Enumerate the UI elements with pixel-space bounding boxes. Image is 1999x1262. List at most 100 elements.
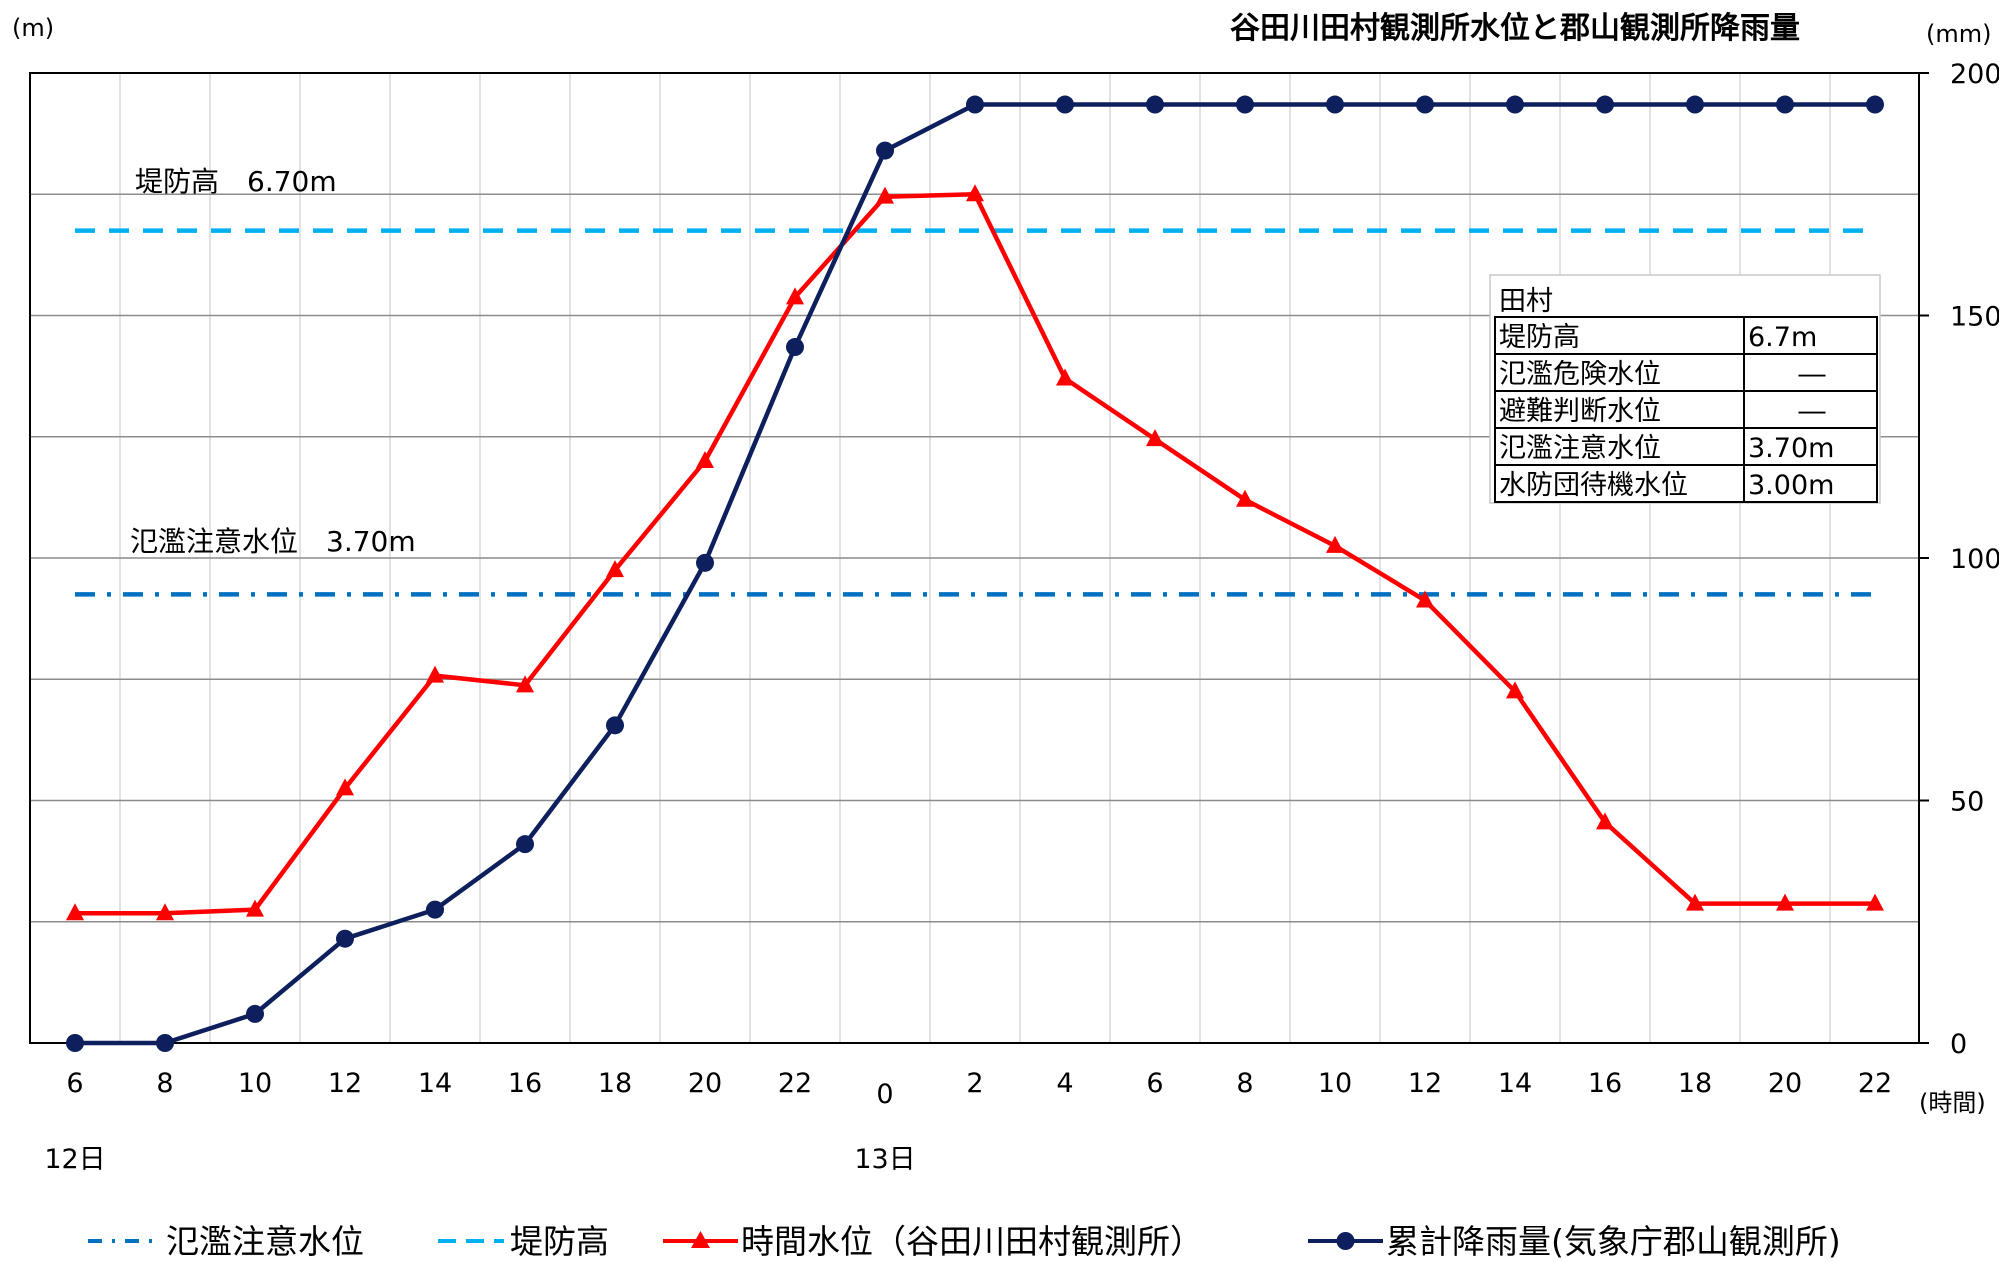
rainfall-point bbox=[336, 929, 354, 948]
x-axis-tick-label: 20 bbox=[688, 1068, 722, 1099]
table-row-label: 氾濫危険水位 bbox=[1499, 359, 1661, 390]
rainfall-point bbox=[1506, 95, 1524, 114]
water-level-point bbox=[1686, 893, 1704, 911]
water-level-point bbox=[156, 903, 174, 921]
legend-item-levee: 堤防高 bbox=[438, 1222, 609, 1261]
table-row-value: 3.70m bbox=[1748, 433, 1834, 464]
right-axis-tick-label: 100 bbox=[1950, 544, 1999, 575]
x-axis-tick-label: 18 bbox=[598, 1068, 632, 1099]
water-level-point bbox=[1506, 681, 1524, 699]
right-axis-tick-label: 0 bbox=[1950, 1029, 1967, 1060]
rainfall-point bbox=[1866, 95, 1884, 114]
table-row-value: ― bbox=[1799, 359, 1826, 390]
water-level-point bbox=[1866, 893, 1884, 911]
right-axis-tick-label: 150 bbox=[1950, 302, 1999, 333]
x-axis-tick-label: 12 bbox=[328, 1068, 362, 1099]
water-level-point bbox=[1056, 368, 1074, 386]
date-labels: 12日 13日 bbox=[44, 1144, 915, 1175]
x-axis-tick-label: 6 bbox=[66, 1068, 83, 1099]
flood-caution-annotation: 氾濫注意水位 3.70m bbox=[130, 525, 416, 558]
water-level-point bbox=[66, 903, 84, 921]
rainfall-point bbox=[1596, 95, 1614, 114]
rainfall-point bbox=[1236, 95, 1254, 114]
x-axis-tick-label: 14 bbox=[418, 1068, 452, 1099]
water-level-point bbox=[1596, 812, 1614, 830]
rainfall-point bbox=[156, 1034, 174, 1052]
left-axis-unit: (m) bbox=[12, 14, 54, 42]
x-axis-tick-label: 16 bbox=[1588, 1068, 1622, 1099]
legend-label-water-level: 時間水位（谷田川田村観測所） bbox=[741, 1222, 1203, 1261]
rainfall-point bbox=[1326, 95, 1344, 114]
water-level-point bbox=[246, 899, 264, 917]
x-axis-tick-label: 22 bbox=[778, 1068, 812, 1099]
table-row-value: ― bbox=[1799, 396, 1826, 427]
table-row-value: 3.00m bbox=[1748, 470, 1834, 501]
rainfall-point bbox=[966, 95, 984, 114]
right-axis-unit: (mm) bbox=[1926, 20, 1991, 48]
rainfall-point bbox=[1776, 95, 1794, 114]
date-label: 13日 bbox=[854, 1144, 915, 1175]
x-axis-tick-label: 12 bbox=[1408, 1068, 1442, 1099]
rainfall-point bbox=[696, 553, 714, 572]
x-axis-tick-label: 0 bbox=[876, 1079, 893, 1110]
rainfall-point bbox=[606, 716, 624, 735]
rainfall-point bbox=[876, 141, 894, 160]
right-axis-tick-label: 200 bbox=[1950, 59, 1999, 90]
x-axis-tick-label: 22 bbox=[1858, 1068, 1892, 1099]
rainfall-point bbox=[426, 900, 444, 919]
rainfall-point bbox=[1686, 95, 1704, 114]
water-level-point bbox=[426, 665, 444, 683]
legend-item-rainfall: 累計降雨量(気象庁郡山観測所) bbox=[1308, 1222, 1841, 1261]
water-level-point bbox=[786, 287, 804, 305]
x-axis-tick-label: 20 bbox=[1768, 1068, 1802, 1099]
water-level-point bbox=[1326, 535, 1344, 553]
legend: 氾濫注意水位 堤防高 時間水位（谷田川田村観測所） 累計降雨量(気象庁郡山観測所… bbox=[88, 1222, 1841, 1261]
x-axis-tick-label: 6 bbox=[1146, 1068, 1163, 1099]
x-axis-tick-label: 8 bbox=[1236, 1068, 1253, 1099]
rainfall-point bbox=[66, 1034, 84, 1052]
right-axis-ticks: 0 50 100 150 200 bbox=[1919, 59, 1999, 1060]
x-axis-tick-label: 16 bbox=[508, 1068, 542, 1099]
legend-triangle-marker bbox=[691, 1231, 710, 1248]
rainfall-point bbox=[786, 338, 804, 357]
rainfall-point bbox=[1056, 95, 1074, 114]
levee-height-annotation: 堤防高 6.70m bbox=[135, 165, 337, 198]
water-level-point bbox=[696, 451, 714, 468]
legend-label-rainfall: 累計降雨量(気象庁郡山観測所) bbox=[1386, 1222, 1841, 1261]
legend-item-caution: 氾濫注意水位 bbox=[88, 1222, 364, 1261]
table-row-label: 避難判断水位 bbox=[1499, 396, 1661, 427]
x-axis-tick-label: 2 bbox=[966, 1068, 983, 1099]
water-level-point bbox=[516, 675, 534, 693]
x-axis-tick-label: 8 bbox=[156, 1068, 173, 1099]
water-level-point bbox=[606, 560, 624, 578]
water-level-point bbox=[1146, 429, 1164, 447]
station-info-table: 田村 堤防高 6.7m 氾濫危険水位 ― 避難判断水位 ― 氾濫注意水位 3.7… bbox=[1489, 274, 1881, 504]
rainfall-point bbox=[1146, 95, 1164, 114]
x-axis-tick-labels: 6 8 10 12 14 16 18 20 22 0 2 4 6 8 10 12 14 16 18 20 22 bbox=[66, 1068, 1892, 1110]
table-row-label: 氾濫注意水位 bbox=[1499, 433, 1661, 464]
chart-title: 谷田川田村観測所水位と郡山観測所降雨量 bbox=[1230, 11, 1800, 46]
rainfall-point bbox=[1416, 95, 1434, 114]
table-grid bbox=[1494, 316, 1878, 503]
table-header: 田村 bbox=[1499, 286, 1553, 317]
water-level-point bbox=[1776, 893, 1794, 911]
water-level-point bbox=[336, 778, 354, 796]
series-markers bbox=[66, 95, 1884, 1052]
table-row-value: 6.7m bbox=[1748, 322, 1817, 353]
water-level-point bbox=[1416, 590, 1434, 608]
legend-label-levee: 堤防高 bbox=[510, 1222, 609, 1261]
right-axis-tick-label: 50 bbox=[1950, 787, 1984, 818]
x-axis-tick-label: 10 bbox=[238, 1068, 272, 1099]
table-row-label: 堤防高 bbox=[1499, 322, 1580, 353]
water-level-point bbox=[1236, 489, 1254, 507]
date-label: 12日 bbox=[44, 1144, 105, 1175]
rainfall-point bbox=[246, 1004, 264, 1023]
x-axis-unit: (時間) bbox=[1919, 1089, 1986, 1117]
table-row-label: 水防団待機水位 bbox=[1499, 470, 1688, 501]
water-level-point bbox=[876, 186, 894, 204]
x-axis-tick-label: 18 bbox=[1678, 1068, 1712, 1099]
water-level-point bbox=[966, 184, 984, 202]
x-axis-tick-label: 4 bbox=[1056, 1068, 1073, 1099]
legend-label-caution: 氾濫注意水位 bbox=[166, 1222, 364, 1261]
